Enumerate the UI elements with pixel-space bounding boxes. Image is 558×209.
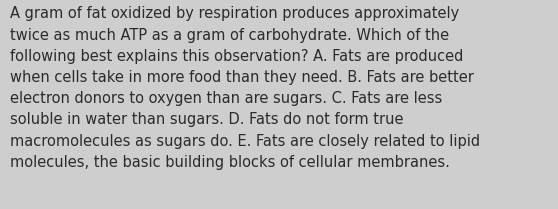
- Text: A gram of fat oxidized by respiration produces approximately
twice as much ATP a: A gram of fat oxidized by respiration pr…: [10, 6, 480, 170]
